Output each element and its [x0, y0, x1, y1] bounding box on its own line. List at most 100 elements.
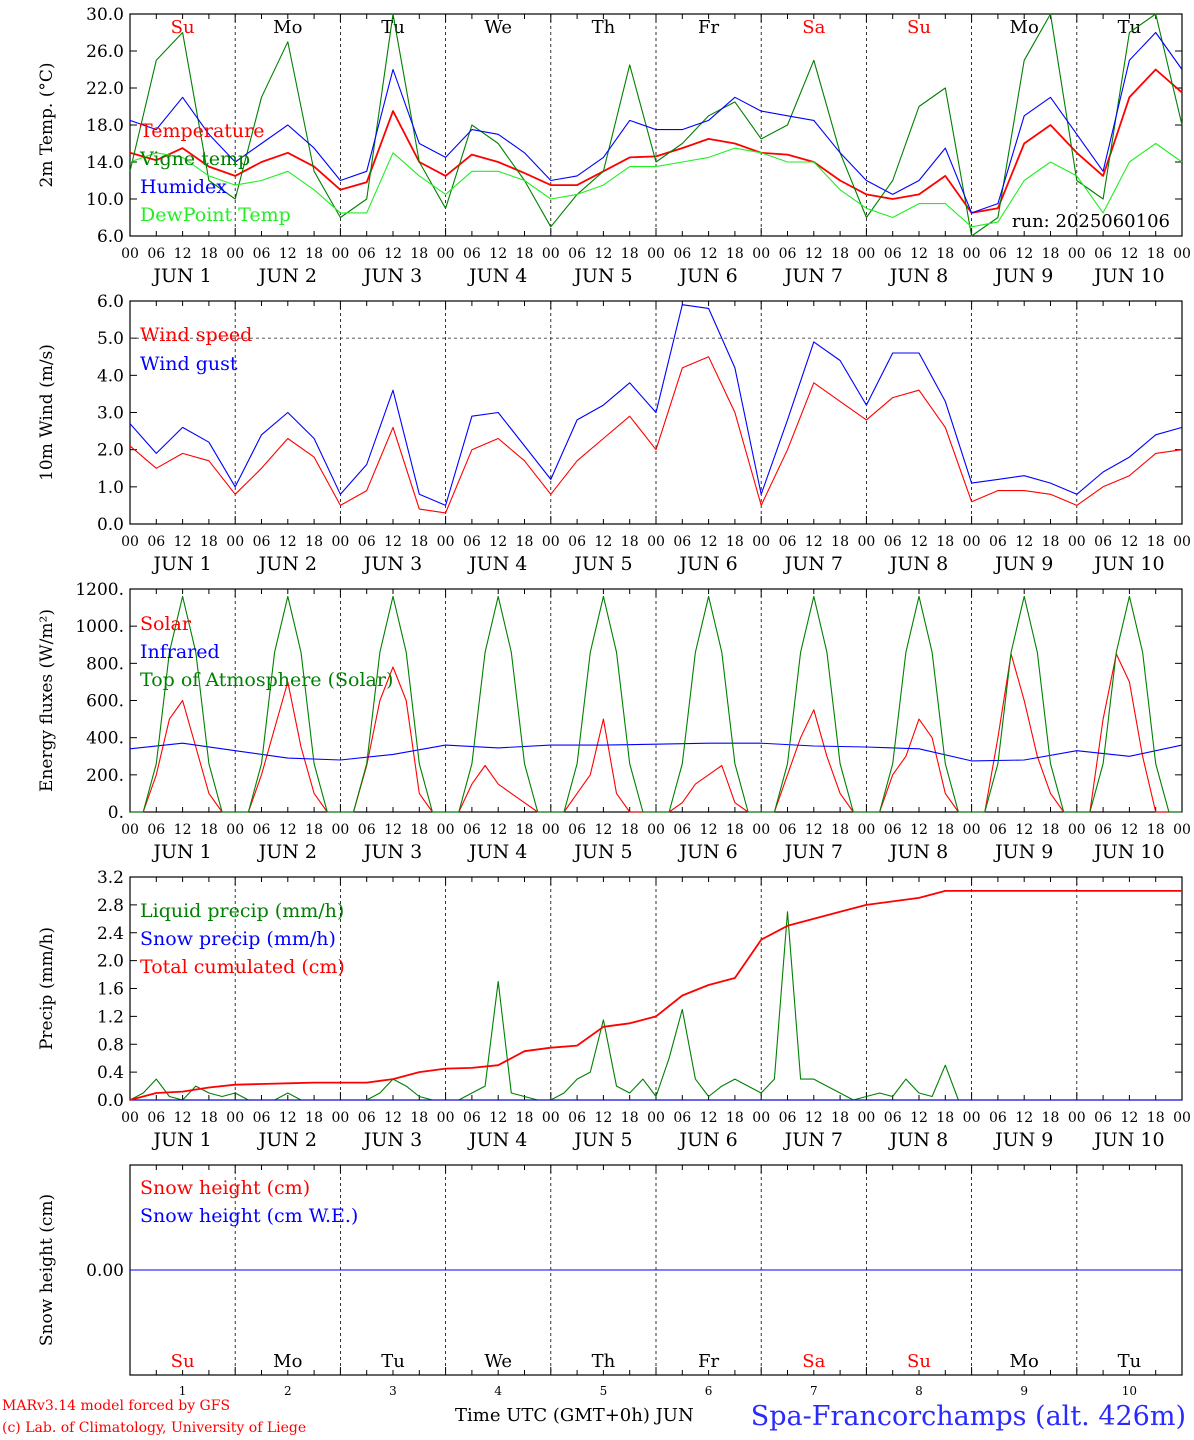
x-tick-label: 18	[936, 822, 954, 838]
x-tick-label: 00	[647, 1110, 665, 1126]
weekday-label: Th	[592, 17, 616, 38]
date-label: JUN 3	[362, 841, 422, 863]
x-tick-label: 06	[463, 534, 481, 550]
x-tick-label: 12	[910, 246, 928, 262]
x-tick-label: 18	[831, 534, 849, 550]
x-tick-label: 12	[279, 822, 297, 838]
x-tick-label: 12	[700, 246, 718, 262]
x-tick-label: 00	[226, 534, 244, 550]
weekday-label: Tu	[381, 17, 405, 38]
time-axis-label: Time UTC (GMT+0h) JUN	[455, 1405, 694, 1426]
date-label: JUN 1	[151, 265, 211, 287]
day-number-label: 8	[915, 1384, 923, 1398]
date-label: JUN 2	[257, 265, 317, 287]
date-label: JUN 3	[362, 553, 422, 575]
y-tick-label: 400.	[86, 729, 124, 749]
y-tick-label: 22.0	[86, 79, 124, 99]
weekday-label: Mo	[273, 17, 302, 38]
legend-entry: Humidex	[140, 176, 227, 198]
x-tick-label: 12	[594, 246, 612, 262]
x-tick-label: 12	[1120, 534, 1138, 550]
x-tick-label: 18	[516, 246, 534, 262]
x-tick-label: 06	[989, 1110, 1007, 1126]
date-label: JUN 5	[572, 1129, 632, 1151]
x-tick-label: 06	[358, 246, 376, 262]
x-tick-label: 18	[200, 534, 218, 550]
weekday-label: Su	[171, 17, 195, 38]
x-tick-label: 18	[410, 246, 428, 262]
x-tick-label: 12	[489, 822, 507, 838]
x-tick-label: 00	[857, 534, 875, 550]
x-tick-label: 00	[1068, 246, 1086, 262]
date-label: JUN 7	[783, 841, 843, 863]
x-tick-label: 06	[568, 1110, 586, 1126]
date-label: JUN 3	[362, 1129, 422, 1151]
x-tick-label: 18	[726, 246, 744, 262]
x-tick-label: 06	[253, 534, 271, 550]
x-tick-label: 18	[621, 534, 639, 550]
x-tick-label: 00	[963, 534, 981, 550]
legend-entry: Snow height (cm)	[140, 1177, 310, 1199]
date-label: JUN 1	[151, 841, 211, 863]
legend-entry: Vigne temp	[139, 148, 250, 170]
legend-entry: Top of Atmosphere (Solar)	[140, 669, 393, 691]
x-tick-label: 00	[542, 246, 560, 262]
weekday-label: Sa	[802, 1351, 825, 1372]
x-tick-label: 12	[489, 246, 507, 262]
date-label: JUN 10	[1092, 841, 1164, 863]
y-tick-label: 2.0	[97, 952, 124, 972]
y-tick-label: 2.4	[97, 924, 124, 944]
x-tick-label: 06	[1094, 534, 1112, 550]
x-tick-label: 00	[1173, 246, 1191, 262]
legend-entry: Solar	[140, 613, 192, 635]
date-label: JUN 3	[362, 265, 422, 287]
weekday-label: Tu	[381, 1351, 405, 1372]
x-tick-label: 06	[779, 822, 797, 838]
x-tick-label: 18	[831, 822, 849, 838]
x-tick-label: 18	[516, 1110, 534, 1126]
x-tick-label: 12	[805, 1110, 823, 1126]
x-tick-label: 00	[752, 1110, 770, 1126]
series-line	[129, 68, 1183, 214]
series-line	[129, 304, 1183, 506]
x-tick-label: 12	[700, 1110, 718, 1126]
x-tick-label: 12	[805, 246, 823, 262]
date-label: JUN 6	[677, 1129, 737, 1151]
y-tick-label: 4.0	[97, 366, 124, 386]
y-tick-label: 0.8	[97, 1035, 124, 1055]
x-tick-label: 18	[200, 246, 218, 262]
x-tick-label: 18	[410, 1110, 428, 1126]
date-label: JUN 1	[151, 553, 211, 575]
x-tick-label: 00	[121, 246, 139, 262]
y-tick-label: 5.0	[97, 329, 124, 349]
series-line	[129, 742, 1183, 762]
y-tick-label: 200.	[86, 766, 124, 786]
x-tick-label: 12	[174, 534, 192, 550]
x-tick-label: 18	[621, 1110, 639, 1126]
x-tick-label: 06	[779, 246, 797, 262]
y-tick-label: 30.0	[86, 5, 124, 25]
legend-entry: Temperature	[140, 120, 264, 142]
day-number-label: 3	[389, 1384, 397, 1398]
x-tick-label: 06	[253, 246, 271, 262]
x-tick-label: 12	[700, 822, 718, 838]
run-label: run: 2025060106	[1012, 211, 1170, 232]
x-tick-label: 00	[752, 534, 770, 550]
x-tick-label: 18	[621, 246, 639, 262]
weekday-label: Mo	[273, 1351, 302, 1372]
x-tick-label: 12	[1120, 822, 1138, 838]
x-tick-label: 12	[384, 534, 402, 550]
weekday-label: We	[484, 1351, 512, 1372]
x-tick-label: 18	[726, 822, 744, 838]
credit-line-1: MARv3.14 model forced by GFS	[2, 1398, 231, 1414]
legend-entry: Total cumulated (cm)	[140, 956, 345, 978]
x-tick-label: 00	[1068, 1110, 1086, 1126]
x-tick-label: 18	[726, 534, 744, 550]
x-tick-label: 00	[542, 1110, 560, 1126]
x-tick-label: 06	[1094, 246, 1112, 262]
x-tick-label: 00	[331, 246, 349, 262]
x-tick-label: 12	[384, 246, 402, 262]
x-tick-label: 06	[568, 246, 586, 262]
x-tick-label: 00	[963, 822, 981, 838]
x-tick-label: 06	[463, 1110, 481, 1126]
